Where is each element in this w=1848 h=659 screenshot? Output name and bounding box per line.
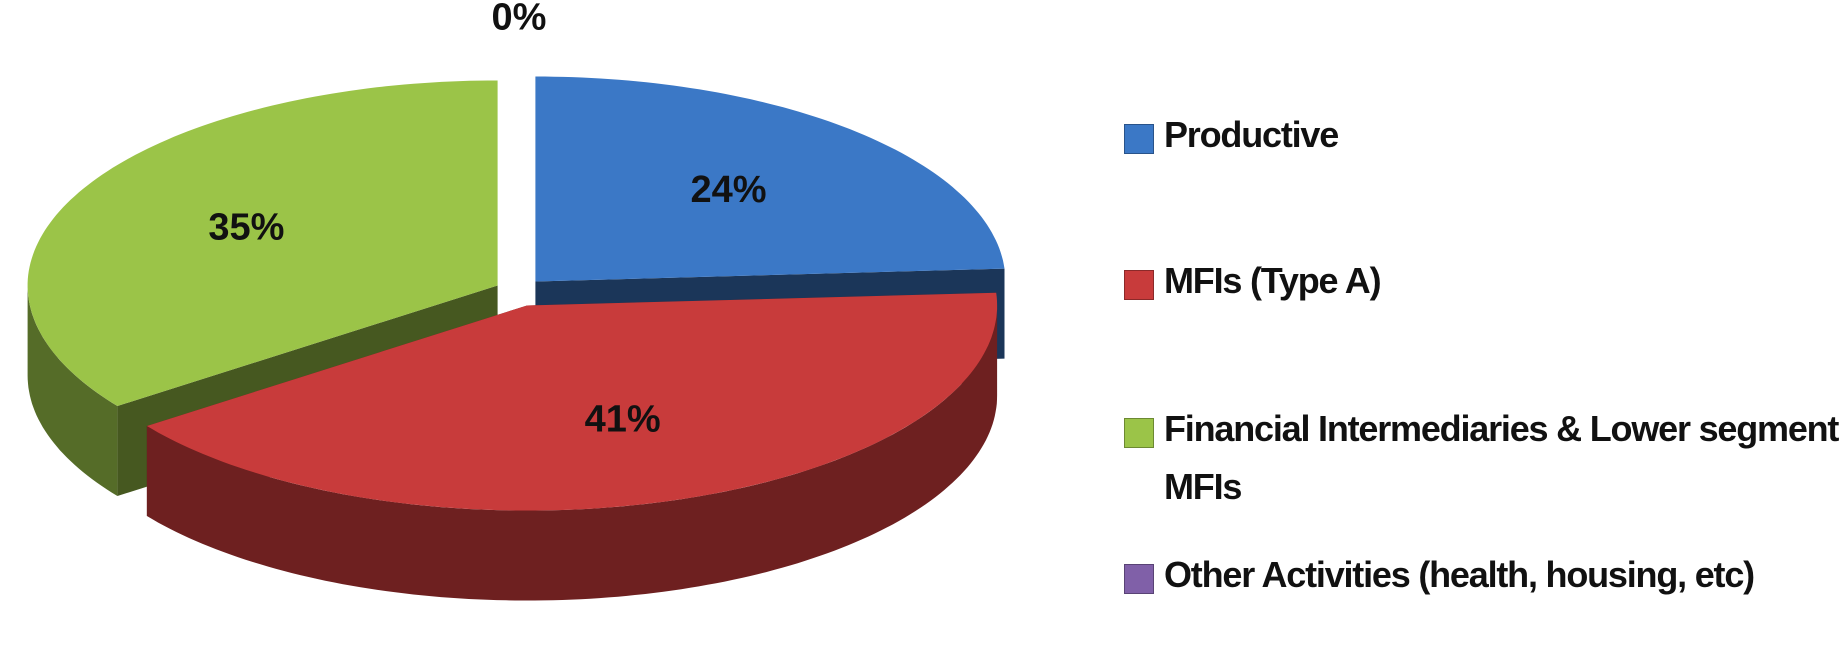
chart: 24% 41% 35% 0% bbox=[27, 0, 1005, 601]
legend-label: Productive bbox=[1164, 114, 1339, 155]
slice-top bbox=[27, 80, 498, 406]
legend-label: MFIs (Type A) bbox=[1164, 260, 1382, 301]
legend-label: Financial Intermediaries & Lower segment… bbox=[1164, 408, 1839, 507]
pie-slice bbox=[146, 292, 998, 601]
slice-wall bbox=[146, 305, 998, 601]
legend-item: Productive bbox=[1124, 114, 1339, 164]
data-label: 41% bbox=[585, 398, 661, 440]
data-label: 0% bbox=[492, 0, 547, 38]
data-label: 24% bbox=[690, 169, 766, 211]
legend-swatch bbox=[1124, 270, 1154, 300]
legend-item: MFIs (Type A) bbox=[1124, 260, 1382, 310]
legend-label: Other Activities (health, housing, etc) bbox=[1164, 554, 1755, 595]
legend-item: Other Activities (health, housing, etc) bbox=[1124, 554, 1755, 604]
legend-swatch bbox=[1124, 418, 1154, 448]
slice-top bbox=[146, 292, 998, 511]
legend: Productive MFIs (Type A) Financial Interme… bbox=[1124, 0, 1844, 659]
legend-item: Financial Intermediaries & Lower segment… bbox=[1124, 408, 1839, 516]
legend-swatch bbox=[1124, 564, 1154, 594]
slice-top bbox=[535, 76, 1005, 282]
slice-wall bbox=[27, 285, 118, 496]
data-label: 35% bbox=[208, 207, 284, 249]
legend-swatch bbox=[1124, 124, 1154, 154]
